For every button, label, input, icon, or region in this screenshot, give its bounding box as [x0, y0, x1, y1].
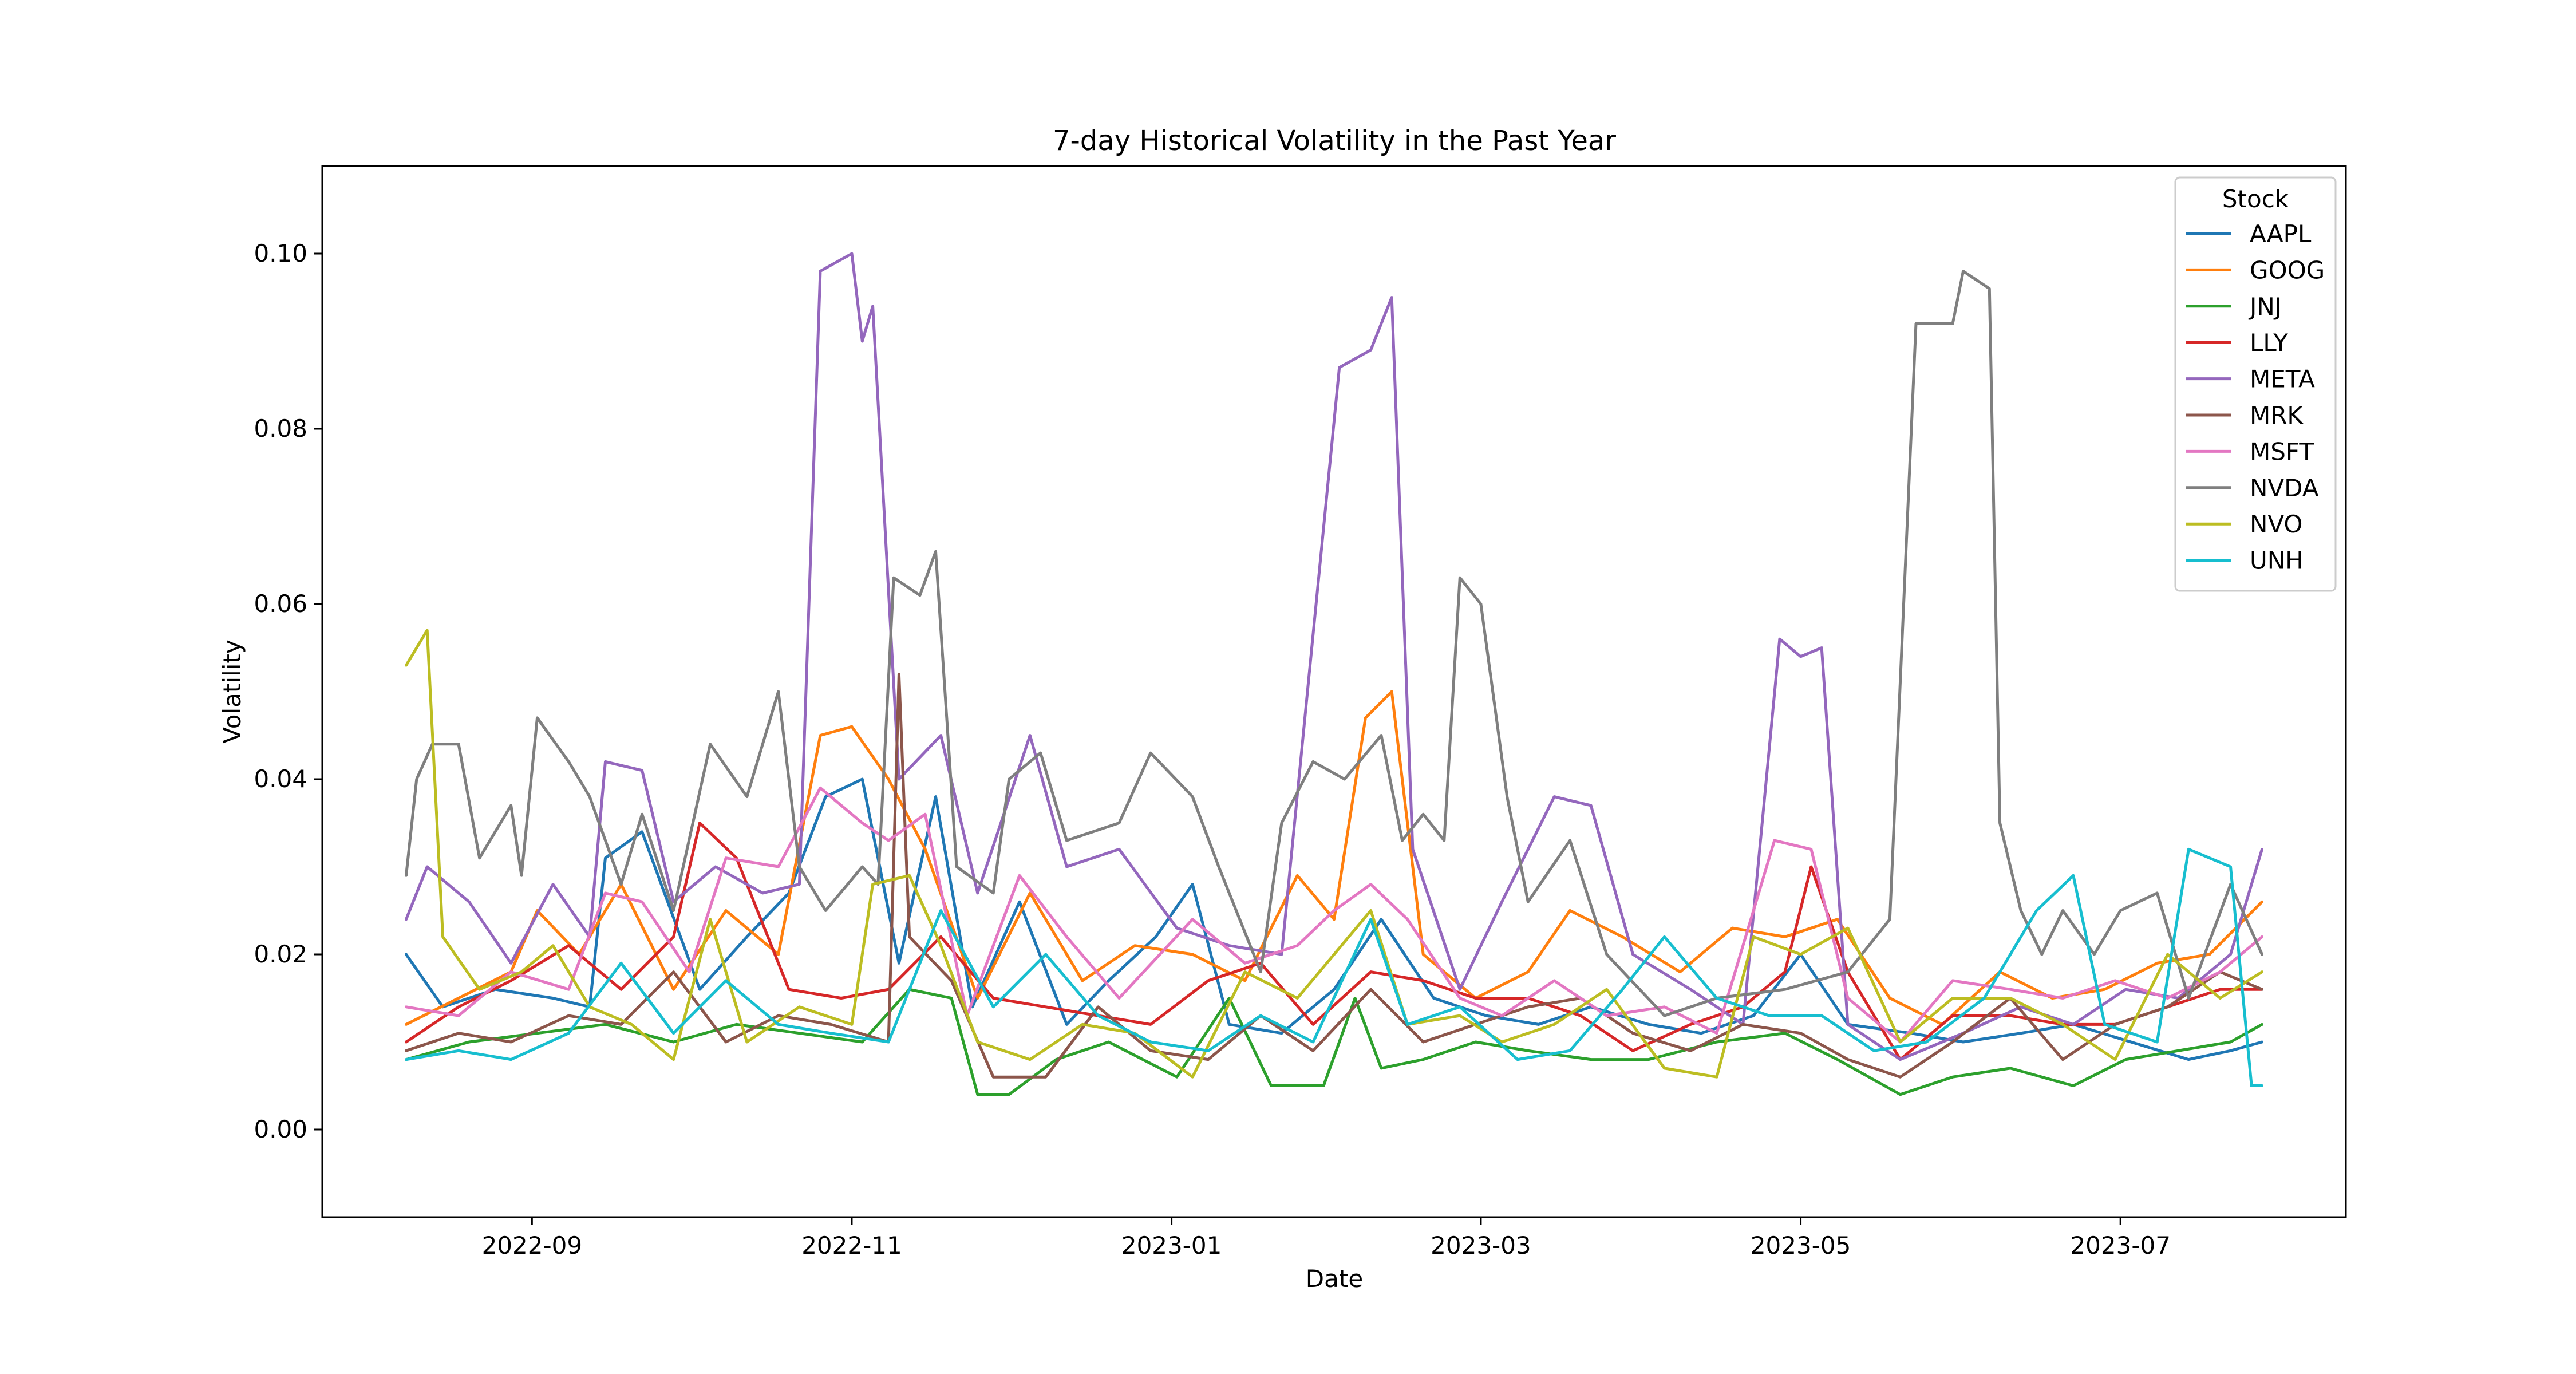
- legend-label-jnj: JNJ: [2248, 293, 2282, 321]
- y-tick-label: 0.06: [254, 590, 307, 618]
- series-line-goog: [405, 690, 2263, 1026]
- legend-label-unh: UNH: [2250, 547, 2304, 575]
- series-line-jnj: [405, 988, 2263, 1096]
- plot-frame: [321, 165, 2347, 1218]
- legend-label-meta: META: [2250, 365, 2315, 393]
- y-tick-label: 0.10: [254, 239, 307, 267]
- legend-label-mrk: MRK: [2250, 401, 2304, 429]
- x-tick-label: 2022-09: [482, 1231, 583, 1260]
- y-tick-label: 0.00: [254, 1115, 307, 1143]
- x-tick-label: 2022-11: [801, 1231, 902, 1260]
- series-line-nvda: [405, 270, 2263, 1017]
- series-line-meta: [405, 252, 2263, 1061]
- legend: Stock AAPL GOOG JNJ LLY META MRK MSFT NVDA NVO UN…: [2174, 176, 2337, 592]
- series-line-lly: [405, 822, 2263, 1061]
- chart-title: 7-day Historical Volatility in the Past …: [1053, 125, 1616, 157]
- legend-label-nvda: NVDA: [2250, 474, 2319, 502]
- y-axis: 0.00 0.02 0.04 0.06 0.08 0.10: [254, 239, 322, 1143]
- series-line-nvo: [405, 629, 2263, 1079]
- series-lines: [405, 252, 2263, 1096]
- x-axis-label: Date: [1306, 1265, 1363, 1293]
- y-tick-label: 0.02: [254, 940, 307, 968]
- x-tick-label: 2023-05: [1751, 1231, 1851, 1260]
- series-line-msft: [405, 786, 2263, 1044]
- series-line-mrk: [405, 672, 2263, 1079]
- x-tick-label: 2023-03: [1431, 1231, 1531, 1260]
- y-axis-label: Volatility: [218, 639, 246, 743]
- x-tick-label: 2023-01: [1121, 1231, 1222, 1260]
- y-tick-label: 0.04: [254, 765, 307, 793]
- legend-label-nvo: NVO: [2250, 510, 2302, 538]
- series-line-unh: [405, 847, 2263, 1087]
- y-tick-label: 0.08: [254, 414, 307, 443]
- legend-label-aapl: AAPL: [2250, 220, 2312, 248]
- legend-title: Stock: [2222, 185, 2289, 213]
- legend-label-lly: LLY: [2250, 329, 2288, 357]
- legend-label-goog: GOOG: [2250, 256, 2325, 284]
- legend-label-msft: MSFT: [2250, 437, 2314, 465]
- x-tick-label: 2023-07: [2070, 1231, 2171, 1260]
- x-axis: 2022-09 2022-11 2023-01 2023-03 2023-05 2023-…: [482, 1217, 2171, 1260]
